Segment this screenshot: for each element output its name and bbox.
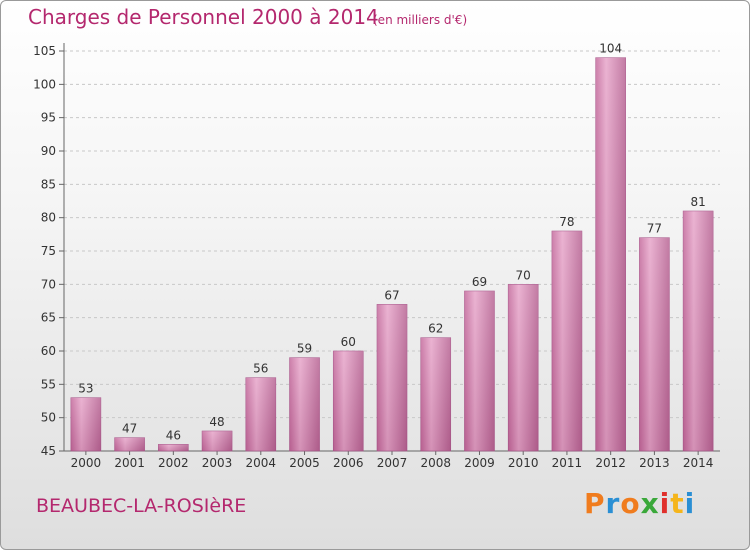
bar-value-label: 48 — [209, 415, 224, 429]
bar-shade — [377, 304, 407, 451]
x-tick-label: 2013 — [639, 456, 670, 470]
y-tick-label: 95 — [41, 111, 56, 125]
bar-shade — [683, 211, 714, 451]
bar-shade — [464, 291, 495, 451]
bar-shade — [508, 284, 539, 451]
x-tick-label: 2011 — [552, 456, 583, 470]
chart-subtitle: (en milliers d'€) — [373, 13, 468, 27]
x-tick-label: 2008 — [420, 456, 451, 470]
bar-value-label: 104 — [599, 42, 622, 56]
y-tick-label: 100 — [33, 77, 56, 91]
logo-letter: r — [605, 487, 621, 520]
bar-value-label: 53 — [78, 382, 93, 396]
bar-shade — [551, 231, 582, 451]
x-tick-label: 2005 — [289, 456, 320, 470]
town-name: BEAUBEC-LA-ROSIèRE — [36, 495, 247, 517]
logo-letter: P — [584, 487, 606, 520]
x-tick-label: 2001 — [114, 456, 145, 470]
y-tick-label: 50 — [41, 411, 56, 425]
bar-value-label: 70 — [516, 268, 531, 282]
bar-value-label: 62 — [428, 322, 443, 336]
x-tick-label: 2012 — [595, 456, 626, 470]
bar-value-label: 59 — [297, 342, 312, 356]
bar-value-label: 46 — [166, 428, 181, 442]
y-tick-label: 55 — [41, 377, 56, 391]
x-tick-label: 2000 — [71, 456, 102, 470]
y-tick-label: 60 — [41, 344, 56, 358]
bar-value-label: 77 — [647, 222, 662, 236]
bar-value-label: 81 — [690, 195, 705, 209]
bar-shade — [289, 357, 320, 451]
logo-letter: t — [670, 487, 685, 520]
bar-shade — [202, 431, 233, 451]
x-tick-label: 2014 — [683, 456, 714, 470]
y-tick-label: 45 — [41, 444, 56, 458]
y-tick-label: 90 — [41, 144, 56, 158]
x-tick-label: 2010 — [508, 456, 539, 470]
bar-value-label: 78 — [559, 215, 574, 229]
bar-shade — [70, 397, 101, 451]
bar-shade — [114, 437, 145, 451]
bar-shade — [245, 377, 276, 451]
logo-letter: o — [620, 487, 641, 520]
bar-shade — [158, 444, 189, 451]
x-tick-label: 2002 — [158, 456, 189, 470]
logo-letter: x — [640, 487, 660, 520]
logo-letter: i — [684, 487, 696, 520]
bar-value-label: 67 — [384, 288, 399, 302]
y-tick-label: 65 — [41, 311, 56, 325]
bar-shade — [420, 337, 451, 451]
y-tick-label: 75 — [41, 244, 56, 258]
y-tick-label: 70 — [41, 277, 56, 291]
bar-shade — [333, 351, 364, 451]
bar-shade — [595, 57, 626, 452]
x-tick-label: 2009 — [464, 456, 495, 470]
proxiti-logo: Proxiti — [584, 487, 695, 520]
chart-title: Charges de Personnel 2000 à 2014 — [28, 5, 379, 29]
bar-value-label: 60 — [341, 335, 356, 349]
bar-value-label: 47 — [122, 422, 137, 436]
bar-value-label: 69 — [472, 275, 487, 289]
y-tick-label: 85 — [41, 177, 56, 191]
bar-value-label: 56 — [253, 362, 268, 376]
y-tick-label: 105 — [33, 44, 56, 58]
x-tick-label: 2006 — [333, 456, 364, 470]
bar-shade — [639, 237, 670, 451]
logo-letter: i — [659, 487, 671, 520]
x-tick-label: 2007 — [377, 456, 408, 470]
x-tick-label: 2003 — [202, 456, 233, 470]
y-tick-label: 80 — [41, 211, 56, 225]
x-tick-label: 2004 — [246, 456, 277, 470]
